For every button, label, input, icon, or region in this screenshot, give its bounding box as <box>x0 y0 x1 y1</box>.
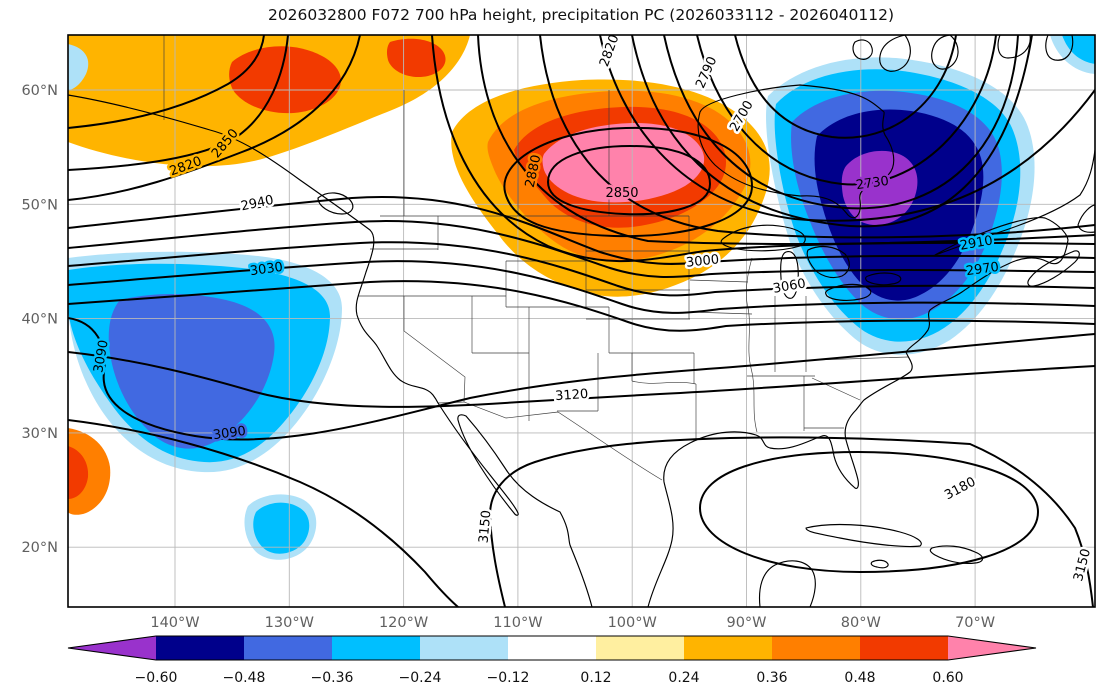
contour-label: 3150 <box>477 510 495 544</box>
lon-tick-label: 110°W <box>493 615 542 631</box>
graticule-gridlines <box>68 35 1095 607</box>
colorbar-extend-right <box>948 636 1036 660</box>
anomaly-nw-core1 <box>229 46 341 114</box>
colorbar-segment <box>684 636 772 660</box>
lon-tick-label: 120°W <box>379 615 428 631</box>
colorbar-segment <box>860 636 948 660</box>
colorbar-segment <box>596 636 684 660</box>
lon-tick-label: 70°W <box>955 615 995 631</box>
latitude-tick-labels: 60°N 50°N 40°N 30°N 20°N <box>21 83 58 556</box>
anomaly-topright-pale <box>1050 35 1095 74</box>
contour-2910 <box>431 35 1095 263</box>
contour-2850-nw <box>68 35 289 171</box>
anomaly-topright-cyan <box>1062 35 1095 64</box>
lon-tick-label: 90°W <box>726 615 766 631</box>
contour-label: 3060 <box>772 276 807 297</box>
arctic-islands <box>852 35 1074 72</box>
lat-tick-label: 20°N <box>21 540 58 556</box>
vancouver-island <box>317 192 354 215</box>
contour-2970 <box>68 220 1095 278</box>
anomaly-west-core <box>108 294 275 449</box>
colorbar-tick-label: 0.60 <box>932 670 963 686</box>
lat-tick-label: 50°N <box>21 197 58 213</box>
colorbar-tick-label: −0.24 <box>399 670 442 686</box>
contour-label: 2940 <box>240 193 275 215</box>
contour-3090 <box>68 317 1095 441</box>
colorbar-tick-label: −0.60 <box>135 670 178 686</box>
contour-3150-west <box>68 419 459 607</box>
lon-tick-label: 80°W <box>841 615 881 631</box>
colorbar-segment <box>156 636 244 660</box>
colorbar-tick-label: 0.12 <box>580 670 611 686</box>
contour-label: 2790 <box>693 54 720 90</box>
pacific-coastline <box>68 94 593 607</box>
anomaly-nw-core2 <box>386 38 446 78</box>
colorbar-tick-label: 0.36 <box>756 670 787 686</box>
anomaly-baja-cyan <box>253 502 310 554</box>
contour-2790-trough <box>631 35 1033 228</box>
contour-2850-closed <box>547 145 711 216</box>
colorbar-outline <box>67 635 1037 661</box>
contour-3120 <box>68 351 1095 408</box>
height-contours <box>68 35 1095 607</box>
contour-2880-wrap <box>477 35 1095 245</box>
plot-frame <box>67 34 1096 608</box>
colorbar: −0.60 −0.48 −0.36 −0.24 −0.12 0.12 0.24 0.36 0.4… <box>67 635 1037 686</box>
contour-3030 <box>68 260 1095 314</box>
colorbar-segment <box>332 636 420 660</box>
colorbar-extend-left <box>68 636 156 660</box>
colorbar-tick-label: −0.12 <box>487 670 530 686</box>
lat-tick-label: 40°N <box>21 312 58 328</box>
contour-nw-inner <box>68 35 265 129</box>
lat-tick-label: 60°N <box>21 83 58 99</box>
colorbar-tick-label: 0.48 <box>844 670 875 686</box>
contour-label: 3000 <box>685 252 719 270</box>
colorbar-segment <box>772 636 860 660</box>
contour-2700-trough <box>734 35 957 139</box>
lat-tick-label: 30°N <box>21 426 58 442</box>
anomaly-central-pink-core <box>542 122 705 203</box>
contour-3150-east <box>489 436 1094 607</box>
contour-2880-closed <box>503 126 753 238</box>
state-borders <box>163 35 909 481</box>
lon-tick-label: 140°W <box>150 615 199 631</box>
colorbar-segment <box>420 636 508 660</box>
contour-3060 <box>68 280 1095 332</box>
lon-tick-label: 100°W <box>608 615 657 631</box>
contour-2820-nw <box>68 35 361 201</box>
longitude-tick-labels: 140°W 130°W 120°W 110°W 100°W 90°W 80°W 70°W <box>150 615 995 631</box>
yucatan-peninsula <box>758 560 816 607</box>
contour-2850-wrap <box>539 35 1095 239</box>
anomaly-nw-pale-corner <box>68 44 89 90</box>
contour-2820-wrap <box>599 35 1095 222</box>
colorbar-segment <box>244 636 332 660</box>
contour-2760-trough <box>663 35 1019 210</box>
newfoundland <box>1077 204 1095 233</box>
contour-label: 3120 <box>555 387 589 404</box>
colorbar-tick-label: −0.48 <box>223 670 266 686</box>
contour-2940 <box>68 196 1095 265</box>
lon-tick-label: 130°W <box>265 615 314 631</box>
contour-label: 3150 <box>1071 547 1094 583</box>
anomaly-bottomleft-red <box>68 446 89 499</box>
contour-label: 2850 <box>605 186 638 201</box>
contour-3180-closed <box>699 451 1039 573</box>
colorbar-tick-label: −0.36 <box>311 670 354 686</box>
contour-2730-trough <box>696 35 997 186</box>
colorbar-segment <box>508 636 596 660</box>
contour-label: 3180 <box>942 475 978 504</box>
colorbar-tick-label: 0.24 <box>668 670 699 686</box>
contour-3000 <box>68 241 1095 297</box>
islands-caribbean <box>805 523 984 569</box>
shaded-anomalies <box>68 35 1095 560</box>
chart-title: 2026032800 F072 700 hPa height, precipit… <box>268 6 894 24</box>
